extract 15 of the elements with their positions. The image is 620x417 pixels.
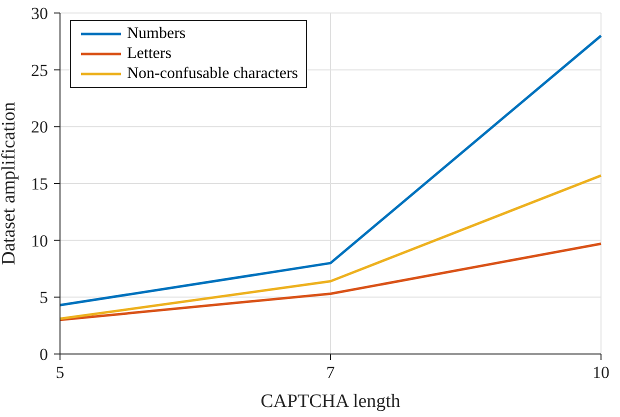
- y-tick-label: 0: [40, 345, 48, 364]
- y-tick-label: 30: [31, 4, 48, 24]
- y-axis-title: Dataset amplification: [0, 101, 20, 266]
- x-tick-label: 5: [56, 363, 64, 382]
- legend-label: Numbers: [127, 24, 186, 44]
- x-axis-title: CAPTCHA length: [260, 391, 401, 412]
- y-tick-label: 5: [40, 288, 48, 308]
- y-tick-label: 15: [31, 174, 48, 194]
- legend-label: Letters: [127, 44, 172, 64]
- legend-label: Non-confusable characters: [127, 64, 298, 84]
- x-tick-label: 7: [326, 363, 336, 382]
- y-tick-label: 25: [31, 60, 48, 80]
- y-tick-label: 20: [31, 118, 48, 137]
- x-tick-label: 10: [592, 363, 610, 382]
- y-tick-label: 10: [31, 231, 48, 250]
